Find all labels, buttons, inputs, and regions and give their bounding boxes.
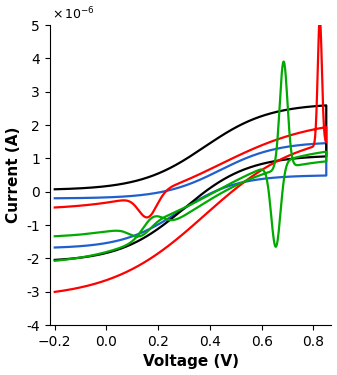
Y-axis label: Current (A): Current (A) [5,127,21,223]
Text: $\times\,10^{-6}$: $\times\,10^{-6}$ [52,6,95,22]
X-axis label: Voltage (V): Voltage (V) [143,354,239,369]
